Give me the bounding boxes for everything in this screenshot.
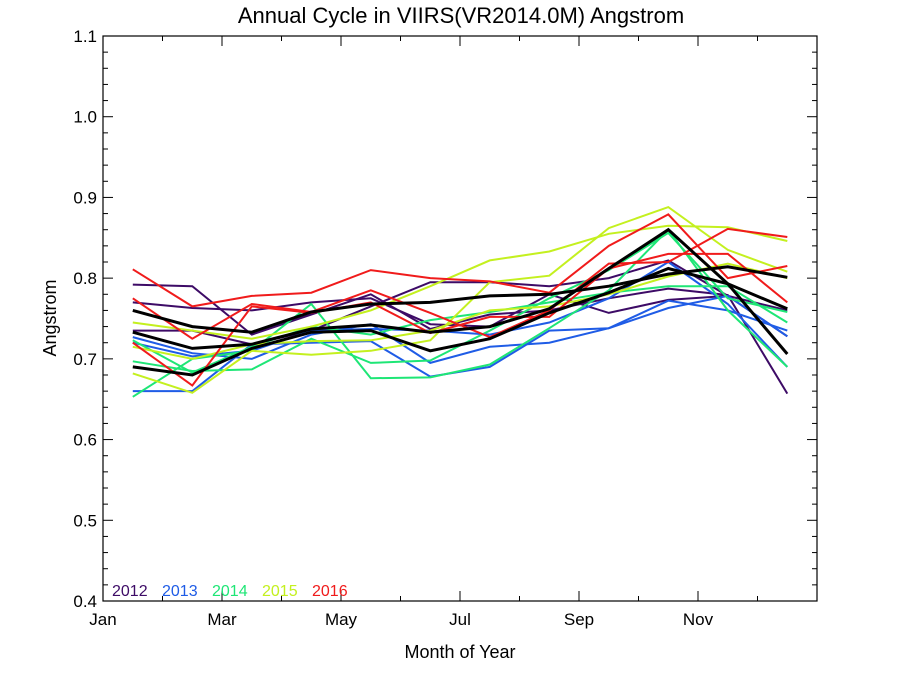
legend: 2012 2013 2014 2015 2016 — [112, 583, 348, 600]
series-line-mean-16 — [132, 265, 788, 334]
series-line-2016-15 — [132, 252, 788, 387]
x-axis: Jan Mar May Jul Sep Nov — [89, 36, 758, 629]
series-line-2015-11 — [132, 205, 788, 394]
series-line-2016-13 — [132, 213, 788, 308]
x-tick-label: May — [325, 610, 358, 629]
y-tick-label: 0.9 — [73, 188, 97, 207]
y-tick-label: 1.1 — [73, 27, 97, 46]
x-tick-label: Mar — [207, 610, 237, 629]
y-tick-label: 0.8 — [73, 269, 97, 288]
x-tick-label: Nov — [683, 610, 714, 629]
x-axis-label: Month of Year — [404, 642, 515, 662]
legend-label-2015: 2015 — [262, 583, 298, 600]
y-tick-label: 0.6 — [73, 431, 97, 450]
series-line-2012-3 — [132, 259, 788, 346]
legend-label-2016: 2016 — [312, 583, 348, 600]
plot-frame — [102, 35, 818, 602]
series-line-mean-18 — [132, 266, 788, 377]
legend-label-2014: 2014 — [212, 583, 248, 600]
series-line-2014-9 — [132, 285, 788, 374]
series-line-2013-5 — [132, 260, 789, 368]
y-axis: 0.4 0.5 0.6 0.7 0.8 0.9 1.0 1.1 — [73, 27, 817, 611]
series-lines — [132, 205, 789, 398]
y-tick-label: 0.4 — [73, 592, 97, 611]
chart-title: Annual Cycle in VIIRS(VR2014.0M) Angstro… — [238, 3, 684, 28]
x-tick-label: Sep — [564, 610, 594, 629]
y-axis-label: Angstrom — [40, 279, 60, 356]
x-tick-label: Jul — [449, 610, 471, 629]
y-tick-label: 0.7 — [73, 350, 97, 369]
y-tick-label: 0.5 — [73, 511, 97, 530]
legend-label-2013: 2013 — [162, 583, 198, 600]
x-tick-label: Jan — [89, 610, 116, 629]
legend-label-2012: 2012 — [112, 583, 148, 600]
y-tick-label: 1.0 — [73, 108, 97, 127]
series-line-mean-17 — [132, 227, 789, 355]
series-line-2012-1 — [132, 283, 789, 395]
